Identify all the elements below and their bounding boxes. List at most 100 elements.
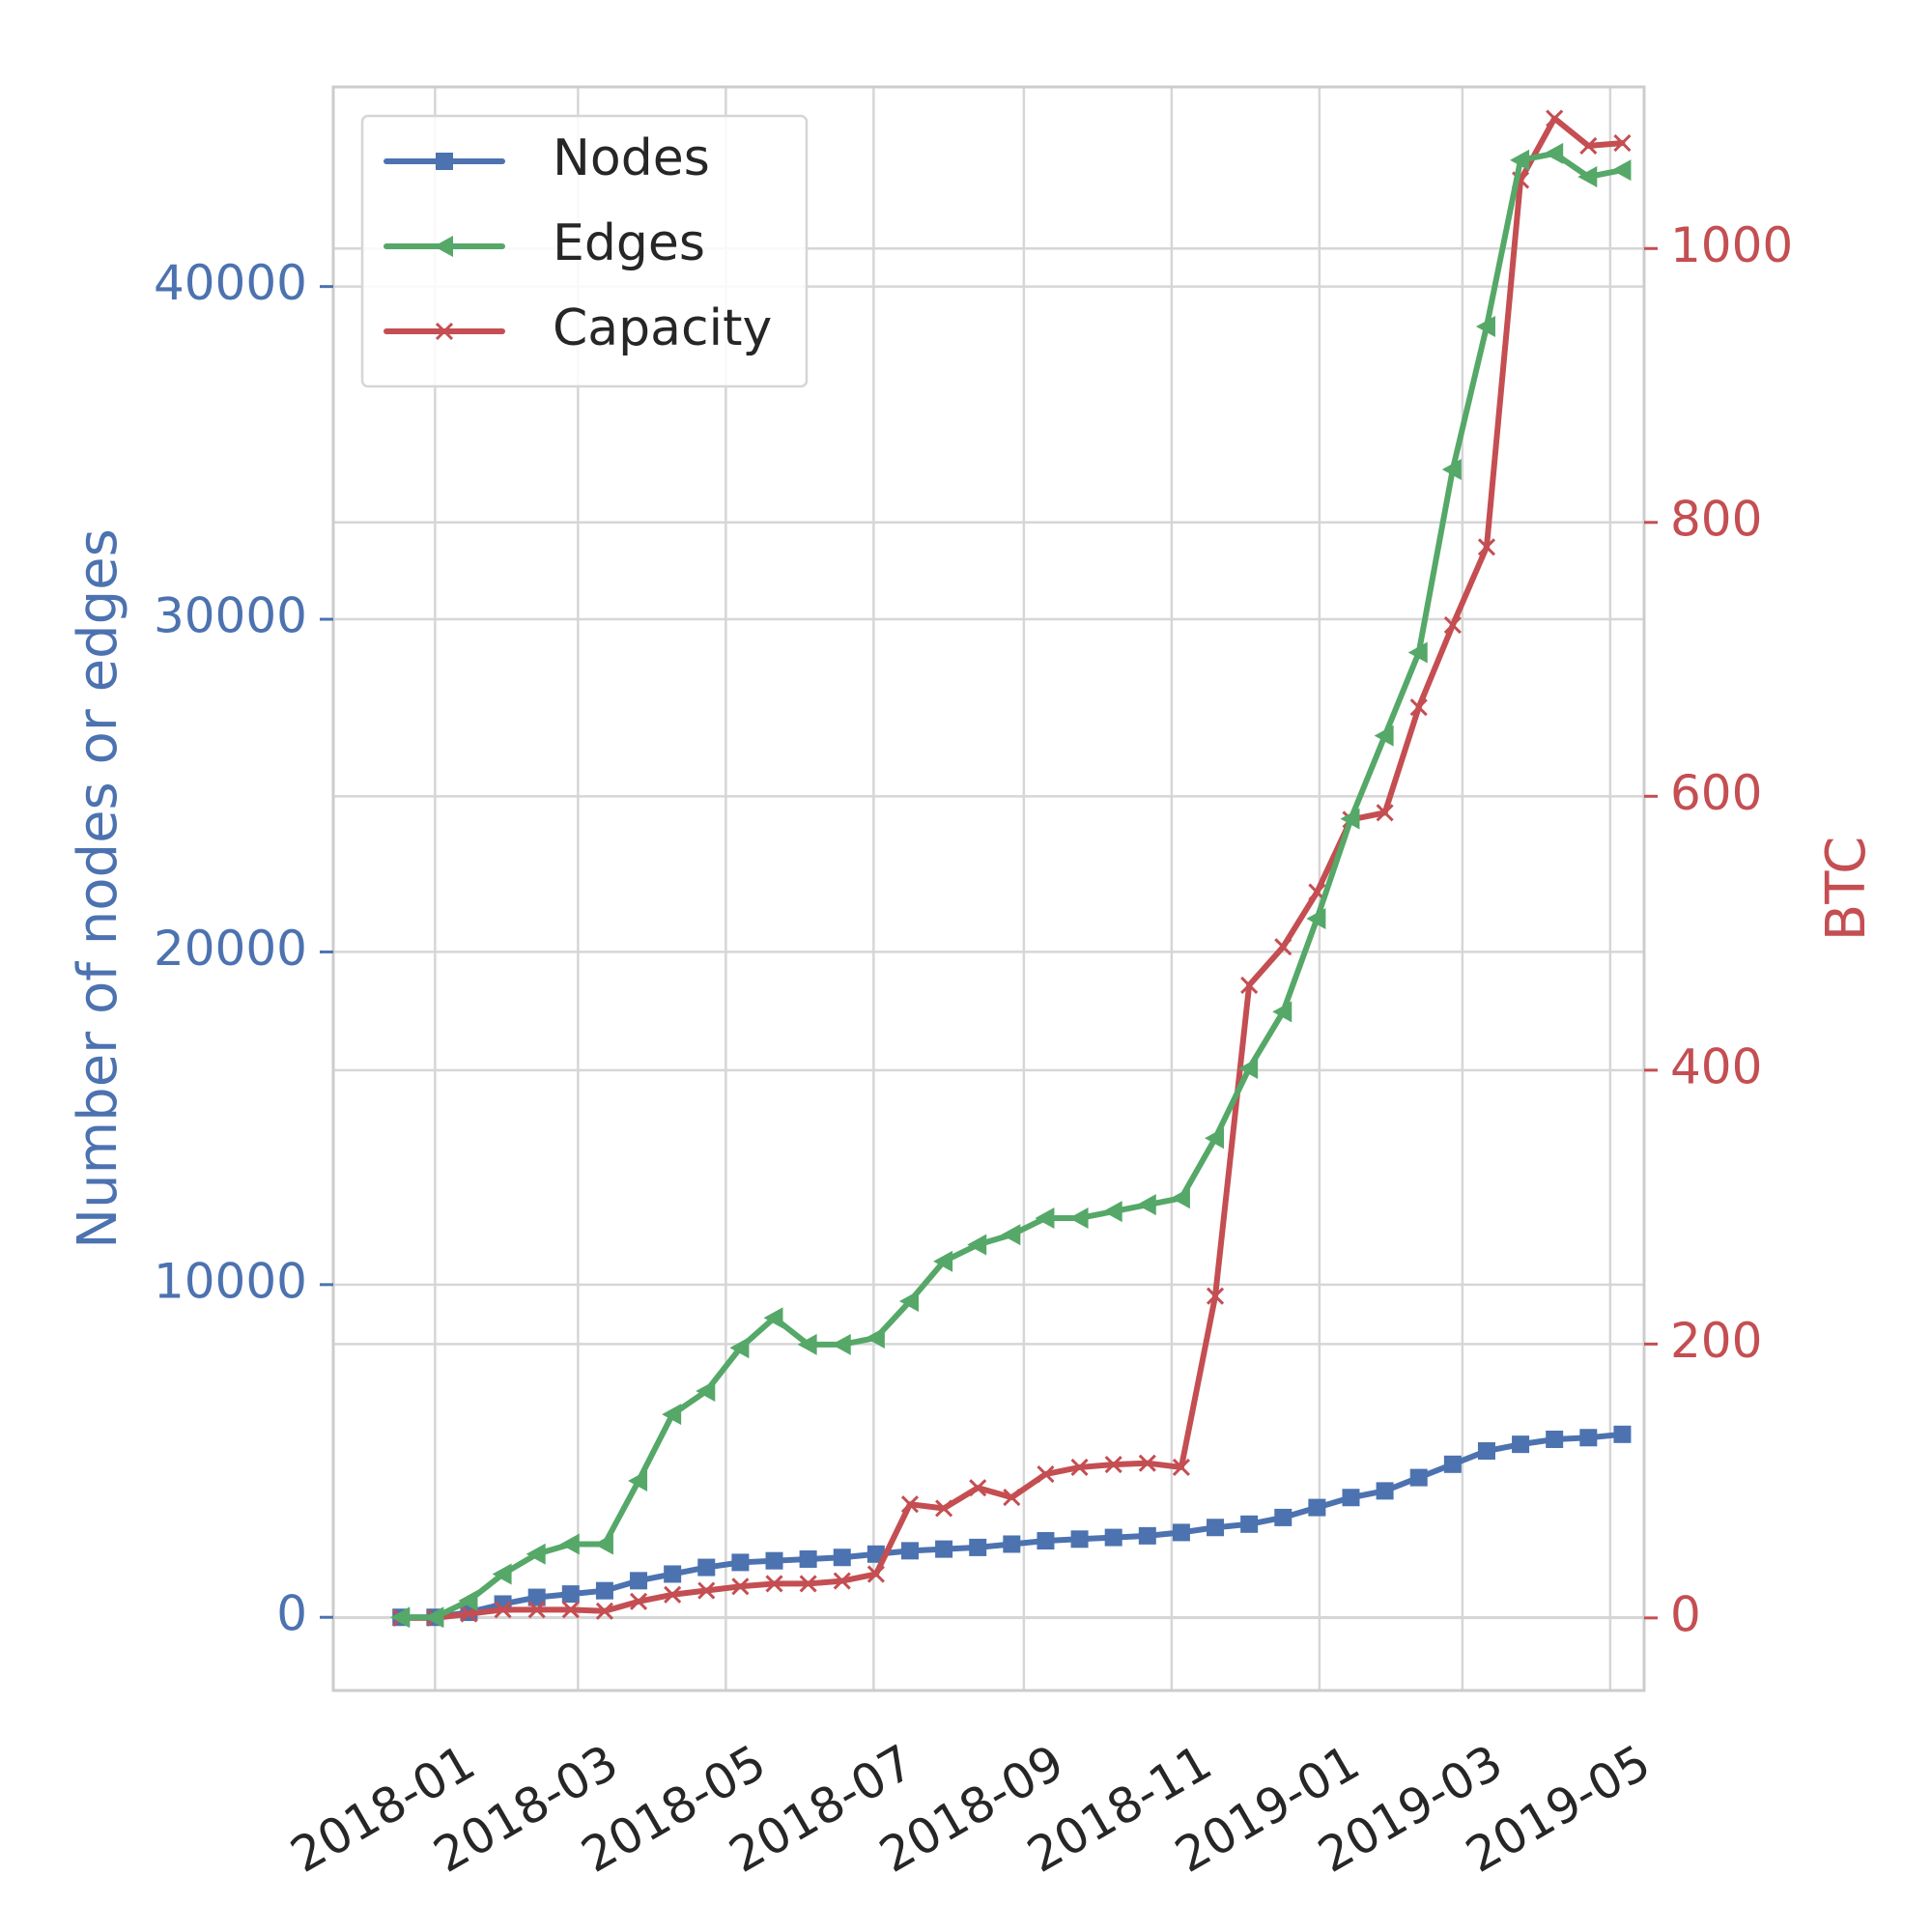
y-right-tick-label: 800 [1670,491,1762,547]
data-point-nodes [969,1538,987,1556]
data-point-nodes [664,1565,682,1583]
data-point-edges [797,1333,817,1355]
data-point-edges [831,1333,851,1355]
data-point-nodes [1342,1489,1360,1507]
y-right-tick-label: 400 [1670,1038,1762,1094]
data-point-capacity [629,1592,648,1610]
data-point-edges [763,1307,783,1329]
data-point-nodes [731,1553,750,1572]
data-point-nodes [1207,1519,1225,1537]
series-line-nodes [398,1431,1626,1621]
data-point-edges [1441,459,1462,481]
y-right-tick-label: 600 [1670,765,1762,821]
series-edges [390,142,1632,1629]
data-point-edges [1068,1207,1089,1229]
data-point-edges [696,1380,716,1403]
data-point-capacity [697,1581,716,1600]
data-point-capacity [731,1577,750,1596]
data-point-edges [898,1291,919,1313]
data-point-capacity [664,1585,682,1604]
data-point-capacity [969,1479,987,1497]
data-point-capacity [1206,1287,1225,1305]
data-point-edges [1035,1207,1055,1229]
data-point-edges [967,1234,987,1256]
y-axis-label-right: BTC [1815,837,1878,941]
data-point-edges [933,1250,953,1272]
data-point-edges [424,1606,444,1629]
y-left-tick-label: 10000 [154,1253,307,1309]
data-point-nodes [1477,1442,1495,1461]
data-point-edges [662,1404,682,1426]
data-point-capacity [833,1572,851,1590]
data-point-edges [526,1543,546,1565]
ticks: 2018-012018-032018-052018-072018-092018-… [154,217,1793,1884]
data-point-edges [628,1470,648,1492]
data-point-capacity [900,1495,920,1514]
data-point-capacity [1477,538,1496,556]
data-point-nodes [1172,1523,1190,1542]
data-point-edges [1611,159,1632,182]
data-point-capacity [1613,134,1632,153]
data-point-nodes [1003,1535,1021,1553]
data-point-capacity [799,1575,817,1593]
data-point-nodes [1308,1498,1326,1517]
data-point-nodes [900,1542,919,1560]
data-point-edges [1407,641,1428,664]
y-right-tick-label: 1000 [1670,217,1793,273]
data-point-nodes [1376,1482,1394,1500]
data-point-edges [559,1533,580,1555]
data-point-edges [458,1590,478,1612]
data-point-capacity [527,1601,546,1619]
data-point-capacity [867,1565,885,1583]
data-point-nodes [765,1551,783,1570]
data-point-nodes [595,1581,613,1600]
data-point-edges [1272,1001,1293,1023]
data-point-edges [1510,149,1530,171]
data-point-nodes [799,1549,817,1568]
y-left-tick-label: 40000 [154,255,307,311]
legend-label-edges: Edges [553,214,705,272]
data-point-nodes [1240,1515,1259,1533]
legend-marker-capacity [435,322,454,341]
data-point-edges [593,1533,613,1555]
y-left-tick-label: 0 [276,1586,307,1642]
data-point-nodes [1070,1530,1089,1548]
y-axis-label-left: Number of nodes or edges [67,528,129,1249]
data-point-nodes [697,1558,716,1577]
data-point-capacity [935,1499,953,1518]
data-point-nodes [1443,1455,1462,1473]
plot-frame [331,85,1646,1692]
series-layer [390,109,1632,1629]
data-point-edges [1205,1127,1225,1150]
data-point-nodes [1138,1526,1156,1545]
data-point-capacity [595,1602,613,1620]
data-point-capacity [1443,616,1462,635]
data-point-capacity [1409,698,1428,717]
data-point-capacity [1274,938,1293,956]
data-point-edges [1102,1201,1122,1223]
data-point-nodes [1037,1532,1055,1550]
data-point-edges [1238,1057,1259,1079]
y-right-tick-label: 200 [1670,1313,1762,1369]
data-point-edges [1170,1187,1190,1209]
data-point-nodes [527,1588,546,1606]
legend-box [360,114,809,388]
data-point-capacity [1376,804,1394,822]
data-point-edges [1306,907,1326,929]
legend-label-capacity: Capacity [553,299,772,357]
data-point-nodes [1409,1468,1428,1487]
data-point-edges [729,1337,750,1359]
data-point-nodes [1613,1425,1632,1443]
y-left-tick-label: 20000 [154,921,307,977]
data-point-capacity [1546,109,1564,128]
legend: Nodes Edges Capacity [360,114,809,388]
legend-marker-nodes [436,153,453,170]
data-point-nodes [561,1585,580,1604]
legend-label-nodes: Nodes [553,129,710,187]
y-right-tick-label: 0 [1670,1586,1701,1642]
data-point-capacity [1104,1456,1122,1474]
data-point-nodes [867,1545,885,1563]
data-point-edges [1340,808,1360,830]
data-point-edges [865,1326,885,1349]
